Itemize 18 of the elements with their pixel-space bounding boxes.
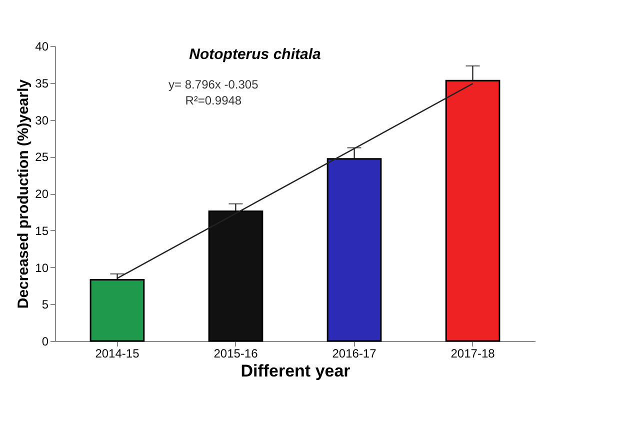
y-tick-label: 20 <box>35 187 49 201</box>
y-tick-label: 0 <box>42 334 49 348</box>
x-tick-label: 2015-16 <box>214 346 258 360</box>
x-axis-title: Different year <box>240 362 351 380</box>
y-tick-label: 10 <box>35 260 49 275</box>
y-tick-label: 15 <box>35 224 49 238</box>
chart-title: Notopterus chitala <box>189 46 321 63</box>
x-tick-label: 2017-18 <box>450 346 496 360</box>
y-tick-label: 30 <box>35 113 49 128</box>
annotation: R²=0.9948 <box>185 93 242 108</box>
y-tick-label: 35 <box>35 76 49 90</box>
x-tick-label: 2016-17 <box>332 346 377 360</box>
y-axis-title: Decreased production (%)yearly <box>15 78 32 309</box>
annotation: y= 8.796x -0.305 <box>168 77 259 92</box>
y-tick-label: 40 <box>35 40 49 54</box>
x-tick-label: 2014-15 <box>95 346 140 360</box>
y-tick-label: 5 <box>42 298 49 312</box>
y-tick-label: 25 <box>35 150 49 164</box>
